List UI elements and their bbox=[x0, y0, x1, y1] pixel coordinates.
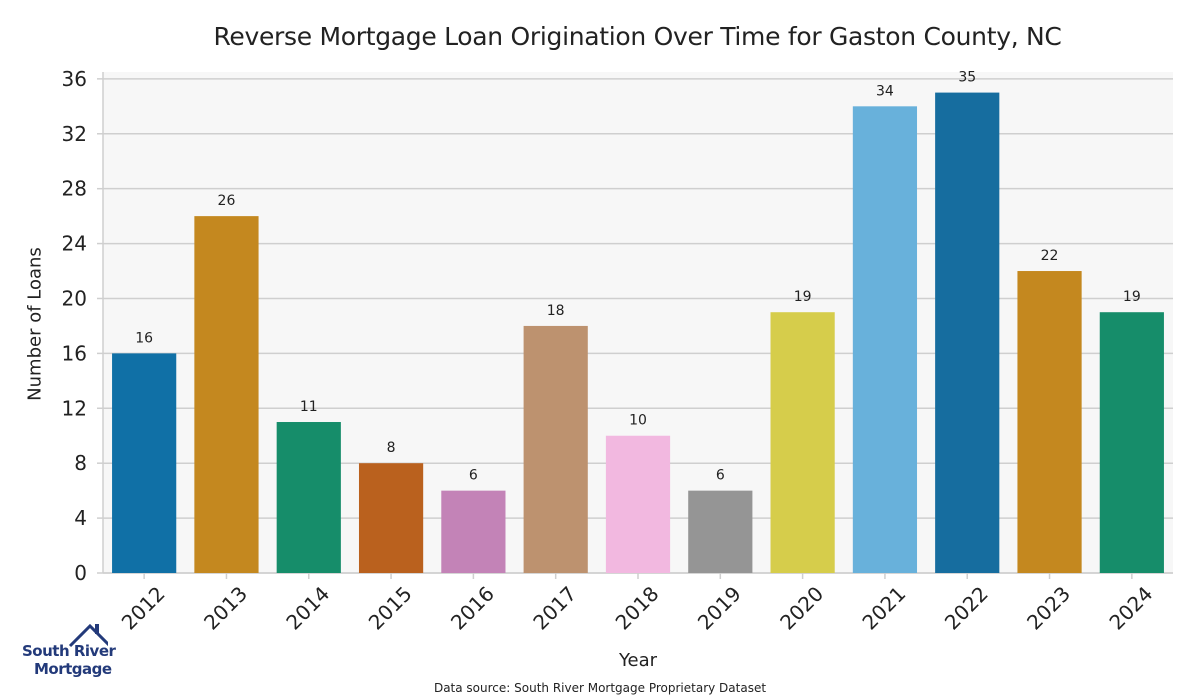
x-tick-label: 2021 bbox=[857, 582, 910, 635]
y-tick-label: 32 bbox=[62, 122, 87, 146]
bar-2013 bbox=[194, 216, 259, 573]
data-label: 8 bbox=[387, 440, 396, 456]
x-tick-label: 2020 bbox=[775, 582, 828, 635]
data-label: 11 bbox=[300, 399, 318, 415]
y-tick-label: 24 bbox=[62, 232, 87, 256]
logo-text-line1: South River bbox=[22, 642, 116, 660]
y-axis-label: Number of Loans bbox=[24, 247, 46, 401]
data-label: 19 bbox=[1123, 289, 1141, 305]
y-axis-ticks: 0 4 8 12 16 20 24 28 32 36 bbox=[62, 67, 103, 585]
bar-2012 bbox=[112, 353, 177, 573]
data-label: 19 bbox=[794, 289, 812, 305]
x-tick-label: 2016 bbox=[446, 582, 499, 635]
x-tick-label: 2018 bbox=[611, 582, 664, 635]
data-label: 10 bbox=[629, 413, 647, 429]
bar-2015 bbox=[358, 463, 424, 573]
bar-2019 bbox=[688, 490, 753, 573]
x-tick-label: 2019 bbox=[693, 582, 746, 635]
data-label: 16 bbox=[135, 330, 153, 346]
y-tick-label: 36 bbox=[62, 67, 87, 91]
logo-text-line2: Mortgage bbox=[34, 660, 112, 678]
x-tick-label: 2014 bbox=[281, 582, 334, 635]
data-source-note: Data source: South River Mortgage Propri… bbox=[433, 681, 767, 695]
south-river-mortgage-logo: South River Mortgage bbox=[22, 620, 122, 682]
y-tick-label: 0 bbox=[74, 561, 87, 585]
y-tick-label: 4 bbox=[74, 506, 87, 530]
bar-2024 bbox=[1099, 312, 1164, 573]
bar-2017 bbox=[523, 325, 588, 573]
house-roof-icon bbox=[68, 623, 108, 648]
bar-2022 bbox=[935, 92, 1000, 573]
x-tick-label: 2015 bbox=[364, 582, 417, 635]
data-label: 34 bbox=[876, 83, 894, 99]
x-tick-label: 2022 bbox=[940, 582, 993, 635]
bar-2021 bbox=[852, 106, 918, 574]
y-tick-label: 12 bbox=[62, 396, 87, 420]
data-labels: 16 26 11 8 6 18 10 6 19 34 35 22 19 bbox=[135, 70, 1141, 484]
bar-2016 bbox=[441, 490, 506, 573]
bar-2014 bbox=[276, 422, 341, 573]
x-tick-label: 2012 bbox=[117, 582, 170, 635]
bars bbox=[112, 92, 1164, 574]
x-tick-label: 2017 bbox=[528, 582, 581, 635]
bar-2018 bbox=[605, 435, 671, 573]
y-tick-label: 16 bbox=[62, 341, 87, 365]
bar-2023 bbox=[1017, 271, 1082, 573]
y-tick-label: 8 bbox=[74, 451, 87, 475]
x-axis-label: Year bbox=[618, 650, 658, 671]
bar-2020 bbox=[770, 312, 835, 573]
y-tick-label: 20 bbox=[62, 286, 87, 310]
data-label: 35 bbox=[958, 70, 976, 86]
x-tick-label: 2023 bbox=[1022, 582, 1075, 635]
y-tick-label: 28 bbox=[62, 177, 87, 201]
x-axis-ticks: 2012 2013 2014 2015 2016 2017 2018 2019 2020 2021… bbox=[117, 573, 1157, 635]
x-tick-label: 2013 bbox=[199, 582, 252, 635]
data-label: 18 bbox=[547, 303, 565, 319]
data-label: 6 bbox=[469, 468, 478, 484]
data-label: 22 bbox=[1041, 248, 1059, 264]
x-tick-label: 2024 bbox=[1104, 582, 1157, 635]
data-label: 6 bbox=[716, 468, 725, 484]
data-label: 26 bbox=[218, 193, 236, 209]
chart-title: Reverse Mortgage Loan Origination Over T… bbox=[213, 22, 1062, 51]
